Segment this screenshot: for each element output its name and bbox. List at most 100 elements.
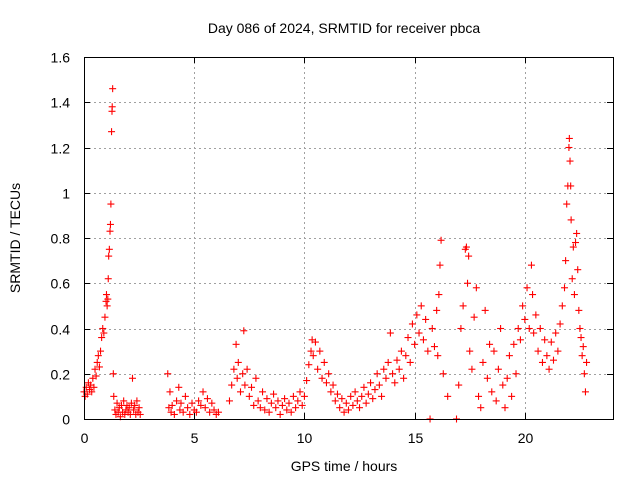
y-tick-label: 0 — [62, 412, 70, 428]
data-point — [104, 295, 112, 303]
data-point — [292, 404, 300, 412]
data-point — [230, 365, 238, 373]
data-point — [375, 381, 383, 389]
data-point — [512, 370, 520, 378]
data-point — [248, 383, 256, 391]
data-point — [97, 347, 105, 355]
data-point — [389, 370, 397, 378]
data-point — [320, 358, 328, 366]
data-point — [340, 408, 348, 416]
data-point — [492, 397, 500, 405]
data-point — [296, 388, 304, 396]
y-tick-label: 0.8 — [51, 231, 71, 247]
data-point — [95, 363, 103, 371]
data-point — [239, 370, 247, 378]
data-point — [256, 404, 264, 412]
data-point — [402, 352, 410, 360]
data-point — [109, 85, 117, 93]
y-tick-labels: 0 0.2 0.4 0.6 0.8 1 1.2 1.4 1.6 — [51, 50, 71, 428]
data-point — [527, 261, 535, 269]
data-point — [252, 374, 260, 382]
data-point — [530, 329, 538, 337]
gridlines — [84, 57, 613, 419]
data-point — [541, 336, 549, 344]
data-point — [338, 395, 346, 403]
data-point — [400, 374, 408, 382]
data-point — [236, 388, 244, 396]
data-point — [259, 388, 267, 396]
data-point — [125, 404, 133, 412]
data-point — [501, 404, 509, 412]
data-point — [168, 401, 176, 409]
data-point — [106, 220, 114, 228]
y-tick-label: 0.2 — [51, 367, 71, 383]
data-point — [199, 388, 207, 396]
data-point — [164, 370, 172, 378]
data-point — [362, 399, 370, 407]
data-point — [347, 392, 355, 400]
data-point — [298, 401, 306, 409]
data-point — [579, 343, 587, 351]
data-point — [105, 252, 113, 260]
data-point — [234, 358, 242, 366]
data-point — [240, 327, 248, 335]
data-point — [170, 410, 178, 418]
data-point — [102, 291, 110, 299]
x-tick-labels: 0 5 10 15 20 — [81, 430, 534, 446]
data-point — [166, 388, 174, 396]
data-point — [430, 343, 438, 351]
data-point — [356, 404, 364, 412]
data-point — [287, 408, 295, 416]
data-point — [436, 261, 444, 269]
data-point — [404, 334, 412, 342]
data-point — [210, 406, 218, 414]
data-point — [98, 334, 106, 342]
data-point — [135, 404, 143, 412]
x-tick-label: 10 — [297, 430, 313, 446]
data-point — [358, 392, 366, 400]
data-point — [462, 243, 470, 251]
data-point — [353, 397, 361, 405]
data-point — [225, 397, 233, 405]
y-tick-label: 0.4 — [51, 322, 71, 338]
data-point — [481, 306, 489, 314]
data-point — [316, 347, 324, 355]
data-point — [434, 352, 442, 360]
data-point — [203, 395, 211, 403]
data-point — [371, 386, 379, 394]
data-point — [261, 406, 269, 414]
data-point — [91, 365, 99, 373]
data-point — [364, 390, 372, 398]
data-point — [208, 399, 216, 407]
data-point — [94, 352, 102, 360]
data-point — [566, 157, 574, 165]
data-point — [294, 397, 302, 405]
data-point — [508, 392, 516, 400]
data-point — [433, 306, 441, 314]
data-point — [108, 128, 116, 136]
data-point — [428, 325, 436, 332]
data-point — [408, 320, 416, 328]
data-point — [307, 347, 315, 355]
x-tick-label: 5 — [191, 430, 199, 446]
data-point — [201, 404, 209, 412]
data-point — [534, 347, 542, 355]
data-point — [494, 365, 502, 373]
data-point — [101, 313, 109, 321]
data-point — [477, 404, 485, 412]
data-point — [107, 200, 115, 208]
data-point — [417, 302, 425, 310]
data-point — [104, 275, 112, 283]
data-point — [545, 365, 553, 373]
data-point — [327, 388, 335, 396]
data-point — [525, 325, 533, 332]
x-tick-label: 20 — [518, 430, 534, 446]
data-point — [214, 408, 222, 416]
data-point — [90, 383, 98, 391]
data-point — [565, 134, 573, 142]
data-point — [283, 406, 291, 414]
data-point — [173, 397, 181, 405]
data-point — [192, 408, 200, 416]
